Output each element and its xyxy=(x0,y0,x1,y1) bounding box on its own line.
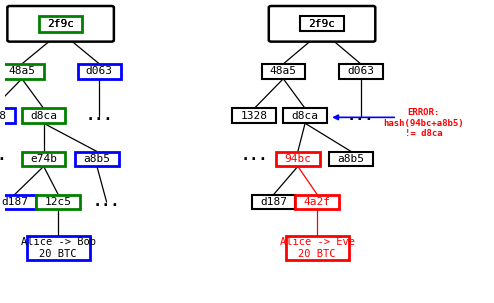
FancyBboxPatch shape xyxy=(295,195,339,209)
Text: ...: ... xyxy=(0,148,6,163)
FancyBboxPatch shape xyxy=(233,108,276,123)
FancyBboxPatch shape xyxy=(252,195,295,209)
FancyBboxPatch shape xyxy=(329,152,373,166)
Text: 12c5: 12c5 xyxy=(44,197,72,207)
FancyBboxPatch shape xyxy=(27,236,89,260)
Text: d063: d063 xyxy=(86,66,113,76)
FancyBboxPatch shape xyxy=(283,108,327,123)
Text: 4a2f: 4a2f xyxy=(304,197,330,207)
FancyBboxPatch shape xyxy=(22,108,65,123)
Text: ...: ... xyxy=(347,108,374,123)
Text: 2f9c: 2f9c xyxy=(47,19,74,29)
FancyBboxPatch shape xyxy=(286,236,349,260)
FancyBboxPatch shape xyxy=(0,195,37,209)
FancyBboxPatch shape xyxy=(300,16,344,31)
FancyBboxPatch shape xyxy=(37,195,80,209)
Text: ...: ... xyxy=(85,108,113,123)
Text: d187: d187 xyxy=(1,197,28,207)
FancyBboxPatch shape xyxy=(0,108,15,123)
Text: 1328: 1328 xyxy=(241,111,268,121)
Text: 2f9c: 2f9c xyxy=(309,19,335,29)
FancyBboxPatch shape xyxy=(75,152,119,166)
FancyBboxPatch shape xyxy=(0,64,43,79)
FancyBboxPatch shape xyxy=(7,6,114,42)
Text: 1328: 1328 xyxy=(0,111,6,121)
Text: 48a5: 48a5 xyxy=(8,66,36,76)
Text: ...: ... xyxy=(241,148,268,163)
Text: a8b5: a8b5 xyxy=(337,154,365,164)
FancyBboxPatch shape xyxy=(22,152,65,166)
FancyBboxPatch shape xyxy=(276,152,320,166)
FancyBboxPatch shape xyxy=(339,64,382,79)
FancyBboxPatch shape xyxy=(78,64,121,79)
Text: d8ca: d8ca xyxy=(291,111,319,121)
Text: ...: ... xyxy=(93,195,121,209)
FancyBboxPatch shape xyxy=(261,64,305,79)
Text: a8b5: a8b5 xyxy=(83,154,111,164)
Text: e74b: e74b xyxy=(30,154,57,164)
Text: 2f9c: 2f9c xyxy=(47,19,74,29)
FancyBboxPatch shape xyxy=(269,6,375,42)
Text: ERROR:
hash(94bc+a8b5)
!= d8ca: ERROR: hash(94bc+a8b5) != d8ca xyxy=(383,108,464,138)
Text: 48a5: 48a5 xyxy=(270,66,297,76)
Text: 2f9c: 2f9c xyxy=(309,19,335,29)
FancyBboxPatch shape xyxy=(39,16,82,32)
Text: Alice -> Eve
20 BTC: Alice -> Eve 20 BTC xyxy=(280,237,355,259)
Text: 94bc: 94bc xyxy=(285,154,311,164)
Text: d8ca: d8ca xyxy=(30,111,57,121)
Text: d187: d187 xyxy=(260,197,287,207)
Text: Alice -> Bob
20 BTC: Alice -> Bob 20 BTC xyxy=(21,237,96,259)
Text: d063: d063 xyxy=(347,66,374,76)
